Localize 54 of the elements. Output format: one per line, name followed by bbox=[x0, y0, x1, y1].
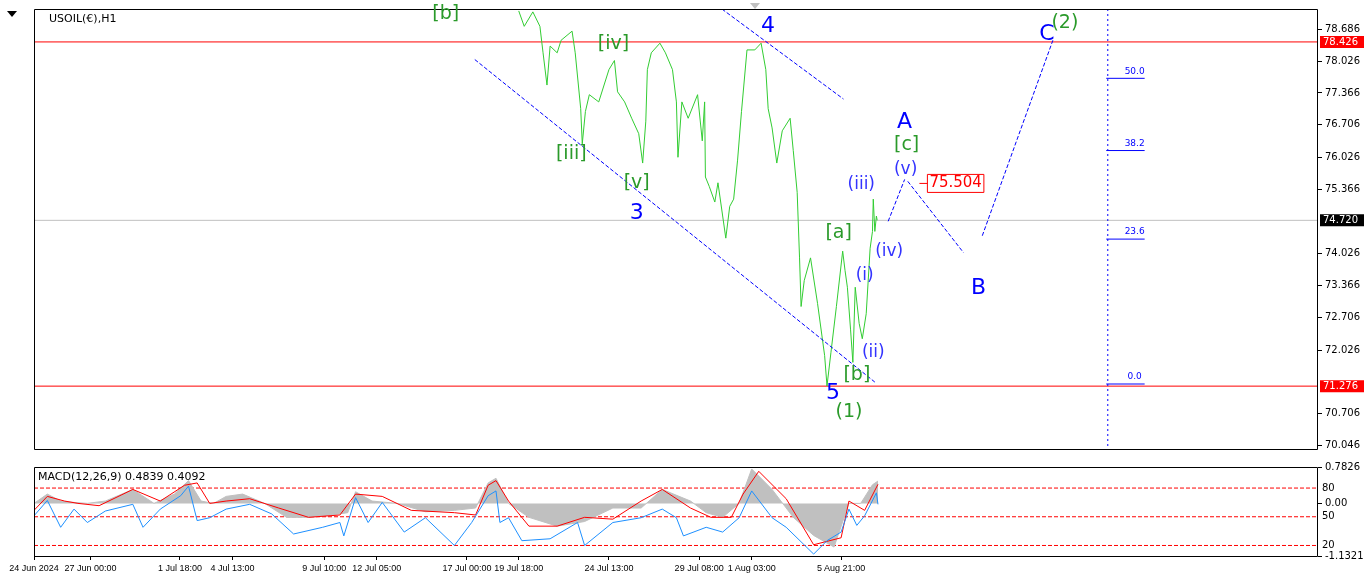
y-tick-label: -1.1321 bbox=[1325, 549, 1364, 561]
y-tick-label: 73.366 bbox=[1325, 279, 1360, 291]
ref-line-label: 71.276 bbox=[1323, 379, 1358, 391]
x-tick-label: 9 Jul 10:00 bbox=[302, 562, 347, 573]
annotation: (iii) bbox=[847, 172, 875, 193]
annotation: 38.2 bbox=[1124, 137, 1145, 148]
annotation: [c] bbox=[894, 132, 920, 155]
y-tick-label: 75.366 bbox=[1325, 182, 1360, 194]
x-tick-label: 24 Jul 13:00 bbox=[584, 562, 634, 573]
annotation: 23.6 bbox=[1124, 226, 1145, 237]
y-tick-label: 77.366 bbox=[1325, 86, 1360, 98]
y-tick-label: 74.026 bbox=[1325, 247, 1360, 259]
y-tick-label: 0.7826 bbox=[1325, 460, 1360, 472]
annotation: [v] bbox=[623, 169, 650, 192]
annotation: 4 bbox=[761, 11, 776, 37]
annotation: A bbox=[897, 108, 913, 134]
y2-tick-label: 50 bbox=[1322, 510, 1335, 522]
annotation: [b] bbox=[843, 362, 871, 385]
x-tick-label: 29 Jul 08:00 bbox=[674, 562, 724, 573]
annotation: 3 bbox=[629, 198, 644, 224]
y-tick-label: 76.706 bbox=[1325, 118, 1360, 130]
annotation: 0.0 bbox=[1127, 371, 1143, 382]
y-tick-label: 78.686 bbox=[1325, 23, 1360, 35]
annotation: (iv) bbox=[875, 239, 904, 260]
x-tick-label: 1 Aug 03:00 bbox=[727, 562, 776, 573]
y-tick-label: 72.706 bbox=[1325, 310, 1360, 322]
x-tick-label: 1 Jul 18:00 bbox=[157, 562, 202, 573]
y2-tick-label: 80 bbox=[1322, 481, 1335, 493]
y-tick-label: 70.046 bbox=[1325, 438, 1360, 450]
annotation: 75.504 bbox=[929, 173, 982, 192]
x-tick-label: 24 Jun 2024 bbox=[9, 562, 59, 573]
x-tick-label: 19 Jul 18:00 bbox=[494, 562, 544, 573]
annotation: (ii) bbox=[861, 341, 885, 362]
annotation: (1) bbox=[835, 398, 863, 421]
y-tick-label: 70.706 bbox=[1325, 407, 1360, 419]
y-tick-label: 76.026 bbox=[1325, 151, 1360, 163]
chart-title: MACD(12,26,9) 0.4839 0.4092 bbox=[38, 469, 206, 483]
annotation: B bbox=[970, 274, 987, 300]
annotation: 50.0 bbox=[1124, 65, 1145, 76]
y2-tick-label: 20 bbox=[1322, 539, 1335, 551]
x-tick-label: 5 Aug 21:00 bbox=[817, 562, 866, 573]
x-tick-label: 17 Jul 00:00 bbox=[442, 562, 492, 573]
y-tick-label: 0.00 bbox=[1325, 496, 1348, 508]
x-tick-label: 12 Jul 05:00 bbox=[352, 562, 402, 573]
x-tick-label: 27 Jun 00:00 bbox=[64, 562, 117, 573]
annotation: [a] bbox=[825, 220, 852, 243]
y-tick-label: 78.026 bbox=[1325, 54, 1360, 66]
annotation: [iii] bbox=[555, 140, 587, 163]
ref-line-label: 74.720 bbox=[1323, 213, 1358, 225]
x-tick-label: 4 Jul 13:00 bbox=[210, 562, 255, 573]
y-tick-label: 72.026 bbox=[1325, 343, 1360, 355]
annotation: (v) bbox=[893, 157, 918, 178]
chart-title: USOIL(€),H1 bbox=[49, 11, 117, 25]
ref-line-label: 78.426 bbox=[1323, 35, 1358, 47]
